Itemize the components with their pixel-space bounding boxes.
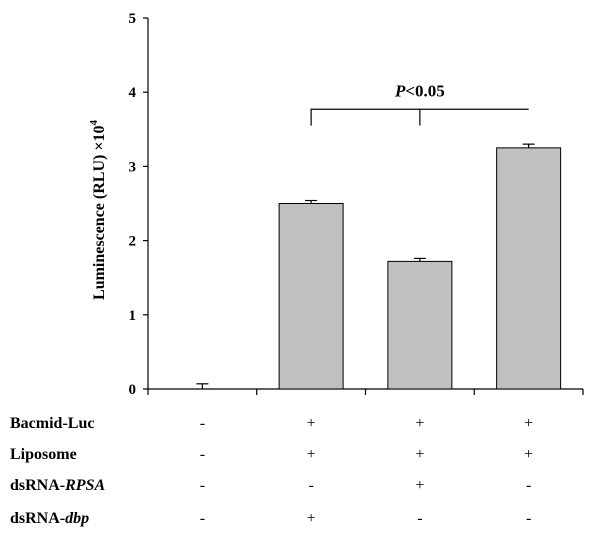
- condition-sign: -: [526, 477, 531, 494]
- condition-sign: +: [524, 415, 533, 432]
- condition-sign: +: [307, 415, 316, 432]
- y-tick-label: 5: [129, 11, 137, 27]
- p-value-label: P<0.05: [394, 81, 445, 100]
- condition-sign: -: [200, 415, 205, 432]
- y-axis-label-exponent: 4: [88, 120, 100, 126]
- y-axis-label: Luminescence (RLU) ×104: [88, 120, 108, 300]
- condition-sign: +: [415, 477, 424, 494]
- condition-sign: -: [200, 510, 205, 527]
- condition-sign: -: [200, 446, 205, 463]
- condition-sign: +: [415, 446, 424, 463]
- significance-annotation: P<0.05: [310, 81, 529, 126]
- significance-bracket: [310, 108, 529, 126]
- condition-sign: -: [526, 510, 531, 527]
- bar: [278, 203, 344, 390]
- condition-sign: +: [415, 415, 424, 432]
- condition-sign: +: [524, 446, 533, 463]
- bars-group: [196, 143, 562, 390]
- conditions-table: Bacmid-Luc - + + + Liposome - + + + dsRNA-RPSA - - + -…: [10, 415, 533, 527]
- condition-sign: +: [307, 446, 316, 463]
- y-tick-label: 0: [129, 382, 137, 398]
- bar: [387, 260, 453, 390]
- condition-sign: +: [307, 510, 316, 527]
- condition-label: dsRNA-dbp: [10, 510, 89, 527]
- y-tick-label: 4: [129, 85, 137, 101]
- condition-label: Bacmid-Luc: [10, 415, 94, 432]
- condition-sign: -: [200, 477, 205, 494]
- bar: [496, 147, 562, 390]
- y-tick-label: 3: [129, 159, 137, 175]
- condition-sign: -: [417, 510, 422, 527]
- condition-label: dsRNA-RPSA: [10, 477, 105, 494]
- y-axis-label-main: Luminescence (RLU) ×10: [91, 126, 108, 300]
- y-tick-label: 2: [129, 234, 137, 250]
- condition-sign: -: [308, 477, 313, 494]
- condition-label: Liposome: [10, 446, 77, 463]
- y-tick-label: 1: [129, 308, 137, 324]
